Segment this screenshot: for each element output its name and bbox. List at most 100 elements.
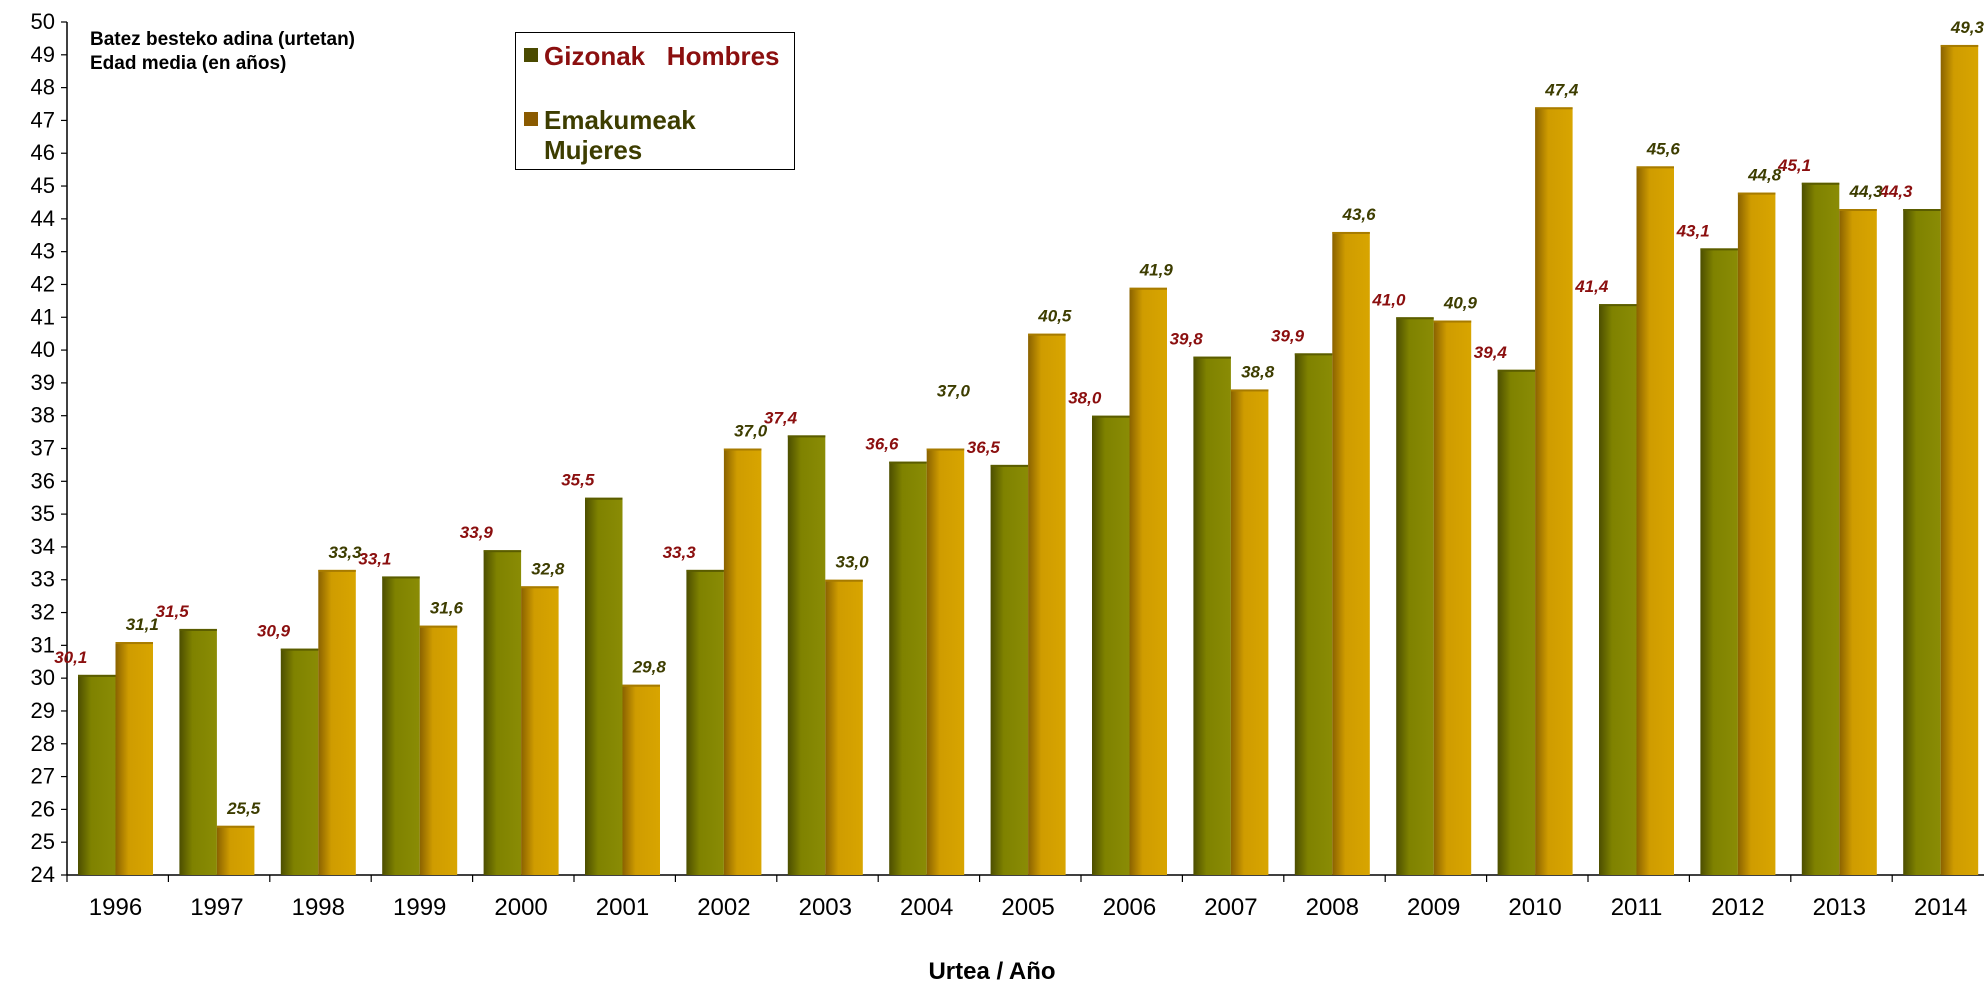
data-label: 37,0 (937, 382, 971, 401)
bar-cap (78, 674, 116, 677)
bar (483, 550, 522, 875)
y-tick-label: 50 (31, 9, 55, 34)
data-labels: 30,1 31,5 30,9 33,1 33,9 35,5 33,3 37,4 36,6 36,5… (54, 18, 1984, 818)
legend: Gizonak Hombres Emakumeak Mujeres (515, 32, 795, 170)
x-tick-label: 2012 (1711, 894, 1764, 921)
y-tick-label: 44 (31, 206, 55, 231)
data-label: 43,6 (1342, 205, 1377, 224)
bar-cap (1940, 44, 1979, 47)
bar-cap (1535, 107, 1573, 110)
y-axis-title: Batez besteko adina (urtetan) Edad media… (90, 28, 355, 76)
bar (1396, 317, 1434, 875)
data-label: 33,0 (836, 553, 870, 572)
y-tick-label: 32 (31, 600, 55, 625)
bar-cap (787, 435, 826, 438)
bar (1599, 304, 1637, 876)
bar (419, 625, 458, 875)
bar (1903, 209, 1941, 875)
bar-cap (1028, 333, 1066, 336)
bar-cap (825, 579, 863, 582)
bar-cap (1396, 317, 1434, 320)
data-label: 44,8 (1747, 166, 1782, 185)
y-tick-label: 31 (31, 632, 55, 657)
bar-cap (1092, 415, 1130, 418)
x-axis-title-text: Urtea / Año (928, 958, 1056, 985)
data-label: 45,1 (1777, 156, 1811, 175)
bar-cap (926, 448, 965, 451)
bar (990, 464, 1029, 875)
x-tick-label: 2003 (799, 894, 852, 921)
x-tick-label: 2007 (1204, 894, 1257, 921)
bar-cap (483, 550, 522, 553)
legend-swatch-women (524, 112, 538, 126)
y-tick-label: 34 (31, 534, 55, 559)
y-tick-label: 45 (31, 173, 55, 198)
bar-cap (990, 464, 1029, 467)
x-tick-label: 1999 (393, 894, 446, 921)
bar (723, 448, 762, 875)
data-label: 44,3 (1849, 182, 1884, 201)
bar (585, 497, 623, 875)
bar-cap (382, 576, 420, 579)
data-label: 36,6 (865, 435, 899, 454)
bar (1737, 192, 1776, 876)
y-tick-label: 38 (31, 403, 55, 428)
y-axis-title-line-2: Edad media (en años) (90, 53, 287, 74)
bar (1332, 231, 1370, 875)
bar (179, 628, 217, 875)
bar (382, 576, 420, 875)
data-label: 44,3 (1878, 182, 1913, 201)
bar (1028, 333, 1066, 875)
bar-cap (521, 586, 559, 589)
bar-cap (1193, 356, 1231, 359)
y-tick-label: 37 (31, 436, 55, 461)
legend-swatch-men (524, 48, 538, 62)
bar-cap (1129, 287, 1167, 290)
bar-cap (1903, 209, 1941, 212)
axes: 24 25 26 27 28 29 30 31 32 33 34 35 36 37 38 39 40 41 42 43… (31, 9, 1984, 921)
bar (521, 586, 559, 875)
bar (825, 579, 863, 875)
bar (1129, 287, 1167, 875)
data-label: 31,6 (430, 599, 464, 618)
bar (216, 825, 255, 875)
data-label: 37,0 (734, 422, 768, 441)
y-tick-label: 25 (31, 829, 55, 854)
bar-cap (1737, 192, 1776, 195)
data-label: 33,1 (358, 549, 391, 568)
data-label: 47,4 (1544, 80, 1579, 99)
bar (926, 448, 965, 875)
x-tick-label: 2002 (697, 894, 750, 921)
bar-cap (1433, 320, 1472, 323)
bar-cap (1497, 369, 1536, 372)
bar (318, 569, 356, 875)
bar-cap (1294, 353, 1333, 356)
y-tick-label: 28 (31, 731, 55, 756)
data-label: 43,1 (1676, 221, 1710, 240)
x-tick-label: 2001 (596, 894, 649, 921)
data-label: 40,9 (1443, 294, 1478, 313)
legend-label-women-2: Mujeres (544, 135, 643, 165)
data-label: 39,9 (1271, 326, 1305, 345)
y-tick-label: 49 (31, 42, 55, 67)
x-tick-label: 2000 (494, 894, 547, 921)
data-label: 36,5 (967, 438, 1001, 457)
data-label: 33,3 (663, 543, 697, 562)
x-tick-label: 1996 (89, 894, 142, 921)
y-tick-label: 26 (31, 796, 55, 821)
bar-cap (216, 825, 255, 828)
bar (1230, 389, 1269, 875)
y-tick-label: 47 (31, 107, 55, 132)
data-label: 49,3 (1950, 18, 1984, 37)
data-label: 32,8 (531, 559, 565, 578)
data-label: 41,9 (1139, 261, 1174, 280)
y-tick-label: 27 (31, 764, 55, 789)
bar (889, 461, 927, 875)
y-tick-label: 39 (31, 370, 55, 395)
data-label: 40,5 (1037, 307, 1072, 326)
x-tick-label: 1997 (190, 894, 243, 921)
bar (1535, 107, 1573, 876)
bar-cap (1332, 231, 1370, 234)
